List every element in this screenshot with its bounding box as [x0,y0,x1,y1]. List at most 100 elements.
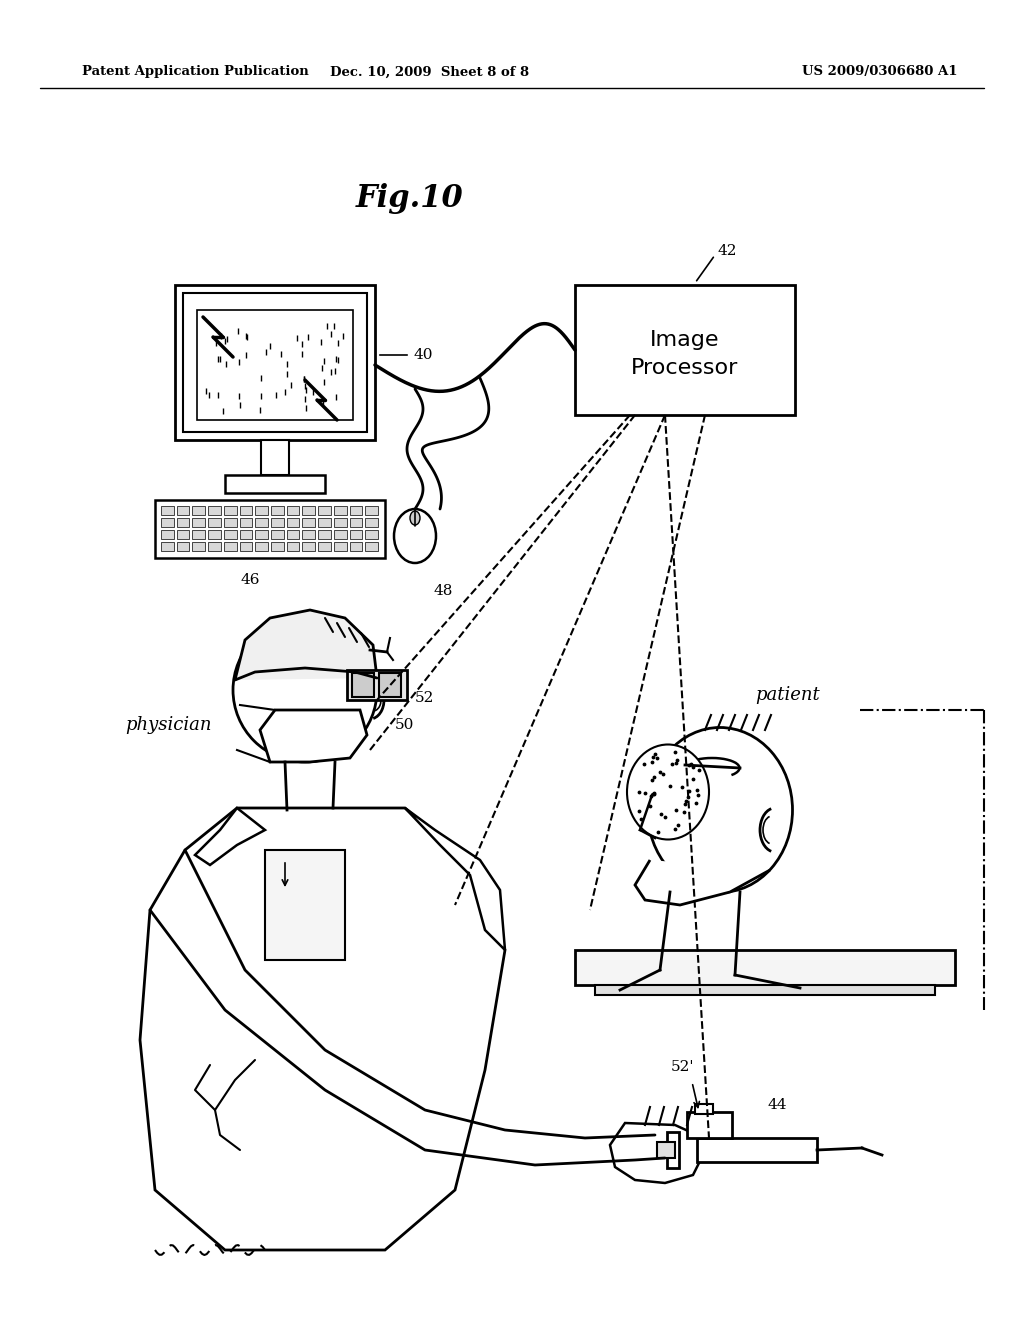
Bar [349,517,362,527]
Bar [224,517,237,527]
Bar [366,506,378,515]
Bar [208,531,221,539]
Bar [366,531,378,539]
Bar [177,543,189,550]
Polygon shape [140,808,505,1250]
Bar [697,1138,817,1162]
Bar [687,1111,732,1138]
Bar [287,543,299,550]
Bar [287,531,299,539]
Text: 40: 40 [413,348,432,362]
Polygon shape [195,808,265,865]
Ellipse shape [394,510,436,564]
Bar [595,985,935,995]
Text: 52: 52 [415,690,434,705]
Bar [347,671,407,700]
Bar [334,517,346,527]
Bar [271,531,284,539]
Bar [265,850,345,960]
Bar [287,517,299,527]
Bar [255,517,268,527]
Bar [334,506,346,515]
Polygon shape [260,710,367,762]
Circle shape [233,618,377,762]
Bar [334,531,346,539]
Ellipse shape [410,511,420,525]
Bar [271,543,284,550]
Bar [657,1142,675,1158]
Bar [302,506,315,515]
Bar [161,531,174,539]
Bar [193,517,205,527]
Text: Patent Application Publication: Patent Application Publication [82,66,309,78]
Text: Dec. 10, 2009  Sheet 8 of 8: Dec. 10, 2009 Sheet 8 of 8 [331,66,529,78]
Bar [366,543,378,550]
Bar [302,517,315,527]
Bar [177,517,189,527]
Polygon shape [234,610,377,680]
Polygon shape [406,808,505,950]
Bar [240,506,252,515]
Bar [302,543,315,550]
Ellipse shape [647,727,793,892]
Bar [271,506,284,515]
Bar [161,517,174,527]
Bar [193,531,205,539]
Bar [240,531,252,539]
Polygon shape [635,861,770,906]
Bar [155,500,385,558]
Bar [240,543,252,550]
Bar [318,506,331,515]
Ellipse shape [627,744,709,840]
Bar [177,506,189,515]
Bar [177,531,189,539]
Text: patient: patient [755,686,820,704]
Bar [225,475,325,492]
Bar [208,506,221,515]
Bar [240,517,252,527]
Bar [379,673,401,697]
Bar [575,285,795,414]
Bar [161,543,174,550]
Bar [366,517,378,527]
Bar [318,543,331,550]
Bar [352,673,374,697]
Bar [349,506,362,515]
Text: Image: Image [650,330,720,350]
Text: Processor: Processor [632,358,738,378]
Bar [287,506,299,515]
Bar [261,440,289,475]
Bar [255,543,268,550]
Bar [224,531,237,539]
Text: 48: 48 [433,583,453,598]
Bar [255,531,268,539]
Bar [667,1133,679,1168]
Bar [302,531,315,539]
Text: 52': 52' [671,1060,693,1074]
Text: US 2009/0306680 A1: US 2009/0306680 A1 [802,66,957,78]
Text: 44: 44 [767,1098,786,1111]
Bar [208,517,221,527]
Text: Fig.10: Fig.10 [356,182,464,214]
Text: 42: 42 [718,244,737,257]
Bar [183,293,367,432]
Bar [197,310,353,420]
Text: 46: 46 [241,573,260,587]
Bar [193,506,205,515]
Bar [255,506,268,515]
Text: physician: physician [125,715,212,734]
Bar [193,543,205,550]
Bar [318,531,331,539]
Bar [349,543,362,550]
Bar [161,506,174,515]
Bar [318,517,331,527]
Bar [224,543,237,550]
Bar [334,543,346,550]
Polygon shape [610,1123,703,1183]
Bar [695,1104,713,1114]
Bar [271,517,284,527]
Bar [575,950,955,985]
Bar [175,285,375,440]
Text: 50: 50 [395,718,415,733]
Bar [349,531,362,539]
